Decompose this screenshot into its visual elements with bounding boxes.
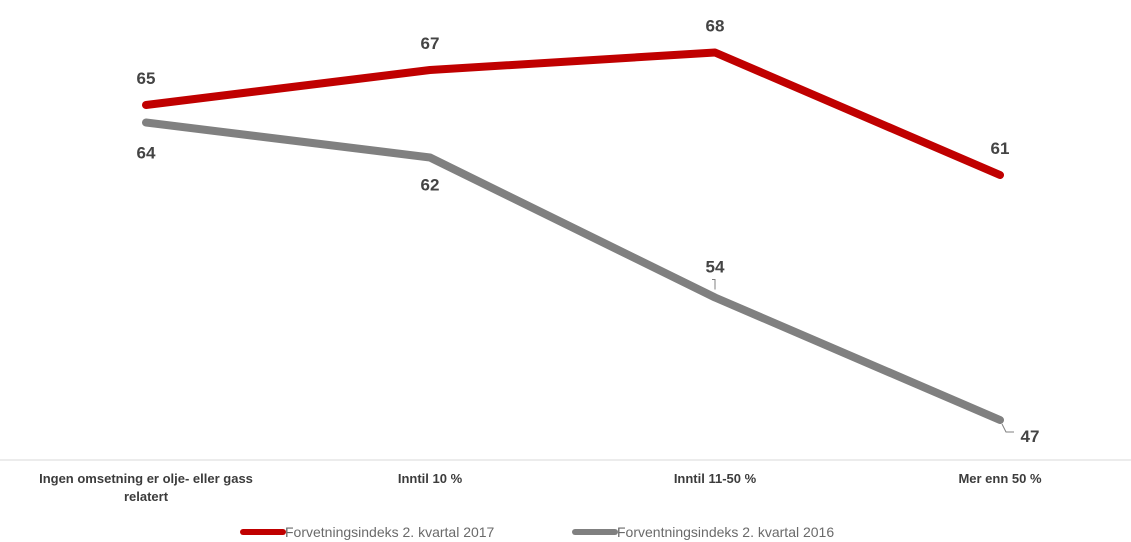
- series-line-2: [142, 118, 1004, 424]
- legend-label: Forvetningsindeks 2. kvartal 2017: [285, 524, 495, 540]
- leader-layer: [712, 279, 1014, 433]
- x-tick-label: Ingen omsetning er olje- eller gass: [39, 471, 253, 486]
- data-label: 65: [137, 69, 156, 88]
- legend-label: Forventningsindeks 2. kvartal 2016: [617, 524, 834, 540]
- data-labels: 65 67 68 61 64 62 54 47: [137, 17, 1040, 447]
- x-tick-label: Mer enn 50 %: [958, 471, 1042, 486]
- data-label: 47: [1021, 427, 1040, 446]
- x-tick-label: relatert: [124, 489, 169, 504]
- category-labels: Ingen omsetning er olje- eller gass relat…: [39, 471, 1042, 504]
- data-label: 64: [137, 144, 156, 163]
- label-leader-line: [712, 279, 716, 290]
- x-tick-label: Inntil 10 %: [398, 471, 463, 486]
- data-label: 67: [421, 34, 440, 53]
- label-leader-line: [1001, 423, 1014, 433]
- series-layer: [142, 48, 1004, 424]
- data-label: 54: [706, 258, 725, 277]
- data-label: 61: [991, 139, 1010, 158]
- legend: Forvetningsindeks 2. kvartal 2017 Forvent…: [240, 524, 834, 540]
- x-tick-label: Inntil 11-50 %: [674, 471, 757, 486]
- data-label: 68: [706, 17, 725, 36]
- series-line-1: [142, 48, 1004, 179]
- data-label: 62: [421, 176, 440, 195]
